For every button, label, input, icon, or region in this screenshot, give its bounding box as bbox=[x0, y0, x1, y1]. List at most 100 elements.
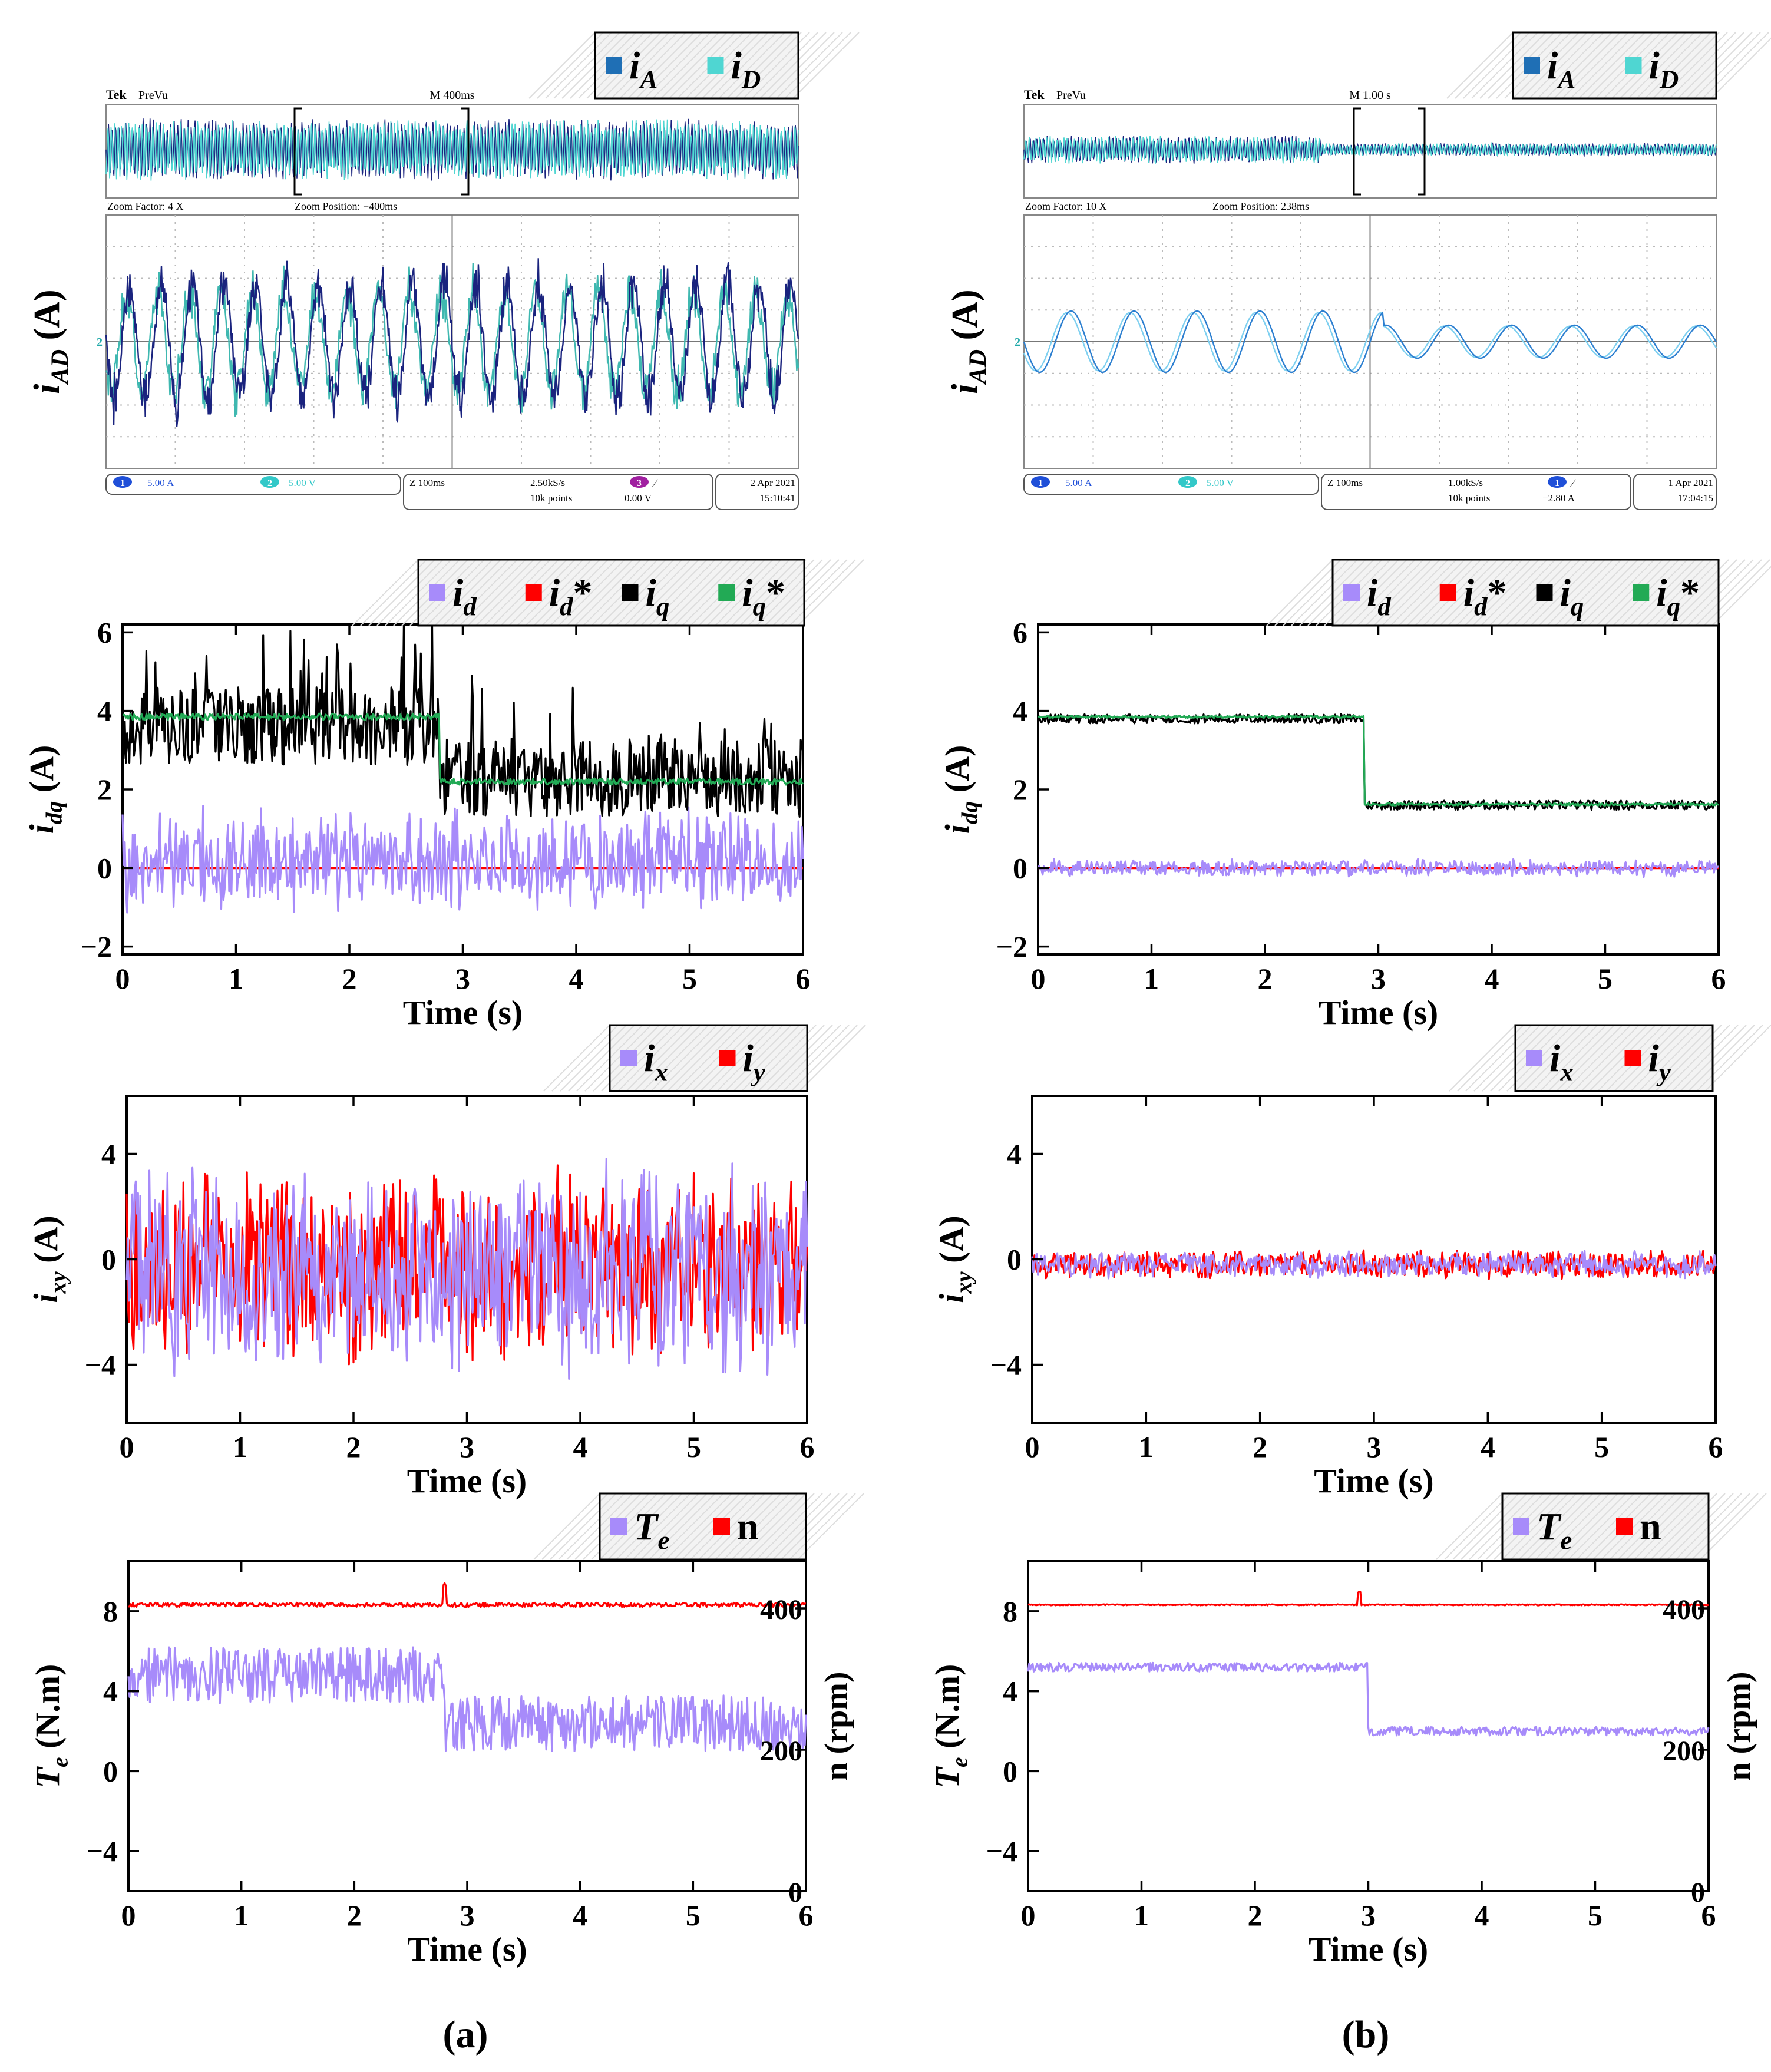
legend-hatch bbox=[1530, 559, 1597, 626]
legend-hatch bbox=[508, 559, 576, 626]
legend-hatch bbox=[665, 559, 732, 626]
x-tick-label: 4 bbox=[1485, 962, 1499, 995]
legend-hatch bbox=[1457, 1025, 1524, 1092]
x-tick-label: 6 bbox=[799, 1899, 814, 1932]
legend-hatch bbox=[1647, 1025, 1714, 1092]
legend-label: iD bbox=[1649, 44, 1679, 94]
scope-zoom-factor: Zoom Factor: 10 X bbox=[1025, 200, 1106, 212]
legend-hatch bbox=[642, 1025, 709, 1092]
legend-hatch bbox=[756, 559, 823, 626]
series-ix bbox=[1031, 1250, 1717, 1280]
legend-border bbox=[609, 1024, 808, 1092]
legend-hatch bbox=[594, 32, 662, 99]
legend-hatch bbox=[607, 559, 675, 626]
scope-zoom-position: Zoom Position: 238ms bbox=[1212, 200, 1309, 212]
legend-border bbox=[1514, 1024, 1714, 1092]
legend-hatch bbox=[611, 32, 678, 99]
x-axis-label: Time (s) bbox=[1314, 1462, 1434, 1500]
legend-hatch bbox=[748, 559, 815, 626]
x-tick-label: 1 bbox=[1139, 1430, 1154, 1463]
legend-hatch bbox=[659, 1025, 726, 1092]
legend-hatch bbox=[376, 559, 444, 626]
legend-hatch bbox=[669, 32, 736, 99]
legend-hatch bbox=[1332, 559, 1399, 626]
legend-scope-a: iA iD bbox=[528, 31, 860, 100]
legend-hatch bbox=[649, 1493, 716, 1560]
legend-hatch bbox=[459, 559, 526, 626]
legend-hatch bbox=[1625, 1493, 1693, 1560]
legend-hatch bbox=[632, 559, 699, 626]
scope-overview-trace-iD bbox=[1023, 136, 1717, 164]
legend-hatch bbox=[748, 1493, 815, 1560]
legend-hatch bbox=[791, 1025, 858, 1092]
legend-hatch bbox=[739, 559, 807, 626]
legend-hatch bbox=[673, 1493, 741, 1560]
scope-sample-rate: 2.50kS/s bbox=[530, 477, 565, 488]
x-tick-label: 1 bbox=[233, 1430, 247, 1463]
legend-swatch bbox=[1616, 1518, 1633, 1535]
legend-label: Te bbox=[1537, 1505, 1572, 1555]
legend-hatch bbox=[797, 1493, 864, 1560]
legend-hatch bbox=[1653, 32, 1720, 99]
scope-ch2-scale: 5.00 V bbox=[289, 477, 316, 488]
scope-y-axis-label: iAD (A) bbox=[945, 289, 992, 394]
legend-label: iA bbox=[629, 44, 657, 94]
x-tick-label: 6 bbox=[796, 962, 811, 995]
scope-status-date bbox=[1633, 474, 1717, 510]
x-tick-label: 4 bbox=[573, 1899, 587, 1932]
legend-hatch bbox=[1704, 1025, 1771, 1092]
scope-status-channels bbox=[105, 474, 401, 495]
legend-hatch bbox=[1537, 32, 1604, 99]
y-tick-label: 8 bbox=[1003, 1595, 1017, 1628]
legend-hatch bbox=[1439, 559, 1506, 626]
legend-border bbox=[1501, 1492, 1710, 1561]
legend-hatch bbox=[1609, 1493, 1676, 1560]
legend-label: iy bbox=[743, 1037, 766, 1087]
y-tick-label: 0 bbox=[1013, 851, 1027, 884]
legend-hatch bbox=[764, 1493, 831, 1560]
series-id bbox=[121, 805, 804, 914]
plot-area bbox=[1037, 623, 1720, 956]
x-tick-label: 4 bbox=[1481, 1430, 1495, 1463]
x-tick-label: 4 bbox=[1475, 1899, 1489, 1932]
legend-hatch bbox=[1563, 559, 1630, 626]
y-axis-label: ixy (A) bbox=[27, 1215, 71, 1303]
y-tick-label-right: 200 bbox=[760, 1736, 802, 1767]
legend-hatch bbox=[1307, 559, 1374, 626]
scope-trigger-slope-icon: ∕ bbox=[652, 477, 658, 490]
y-tick-label: 0 bbox=[1003, 1754, 1017, 1787]
legend-hatch bbox=[1710, 37, 1771, 99]
legend-swatch bbox=[718, 584, 735, 601]
legend-swatch bbox=[525, 584, 542, 601]
legend-b-xy: ix iy bbox=[1449, 1024, 1771, 1092]
legend-hatch bbox=[626, 1025, 693, 1092]
legend-hatch bbox=[706, 559, 774, 626]
scope-trace-iA bbox=[105, 258, 799, 427]
scope-ch2-marker: 2 bbox=[1015, 336, 1020, 349]
x-tick-label: 2 bbox=[1253, 1430, 1267, 1463]
legend-hatch bbox=[1431, 559, 1498, 626]
legend-label: iq* bbox=[742, 571, 785, 622]
legend-hatch bbox=[1497, 559, 1564, 626]
legend-hatch bbox=[1596, 559, 1663, 626]
scope-trigger-ch: 3 bbox=[637, 478, 642, 488]
series-Te bbox=[127, 1646, 807, 1752]
legend-hatch bbox=[716, 1025, 784, 1092]
legend-swatch bbox=[622, 584, 639, 601]
legend-b-dq: id id* iq iq* bbox=[1266, 559, 1771, 627]
legend-swatch bbox=[719, 1050, 736, 1066]
legend-swatch bbox=[1343, 584, 1360, 601]
scope-time: 15:10:41 bbox=[760, 493, 795, 504]
legend-hatch bbox=[550, 1493, 617, 1560]
legend-label: ix bbox=[1549, 1037, 1574, 1087]
legend-hatch bbox=[1696, 1025, 1763, 1092]
scope-ch2-num: 2 bbox=[267, 478, 272, 488]
x-tick-label: 5 bbox=[1594, 1430, 1609, 1463]
y-tick-label: 0 bbox=[103, 1754, 118, 1787]
scope-ch2-num: 2 bbox=[1185, 478, 1190, 488]
legend-hatch bbox=[1683, 1493, 1750, 1560]
legend-hatch bbox=[1456, 559, 1523, 626]
x-tick-label: 5 bbox=[686, 1430, 701, 1463]
legend-swatch bbox=[1625, 57, 1642, 74]
